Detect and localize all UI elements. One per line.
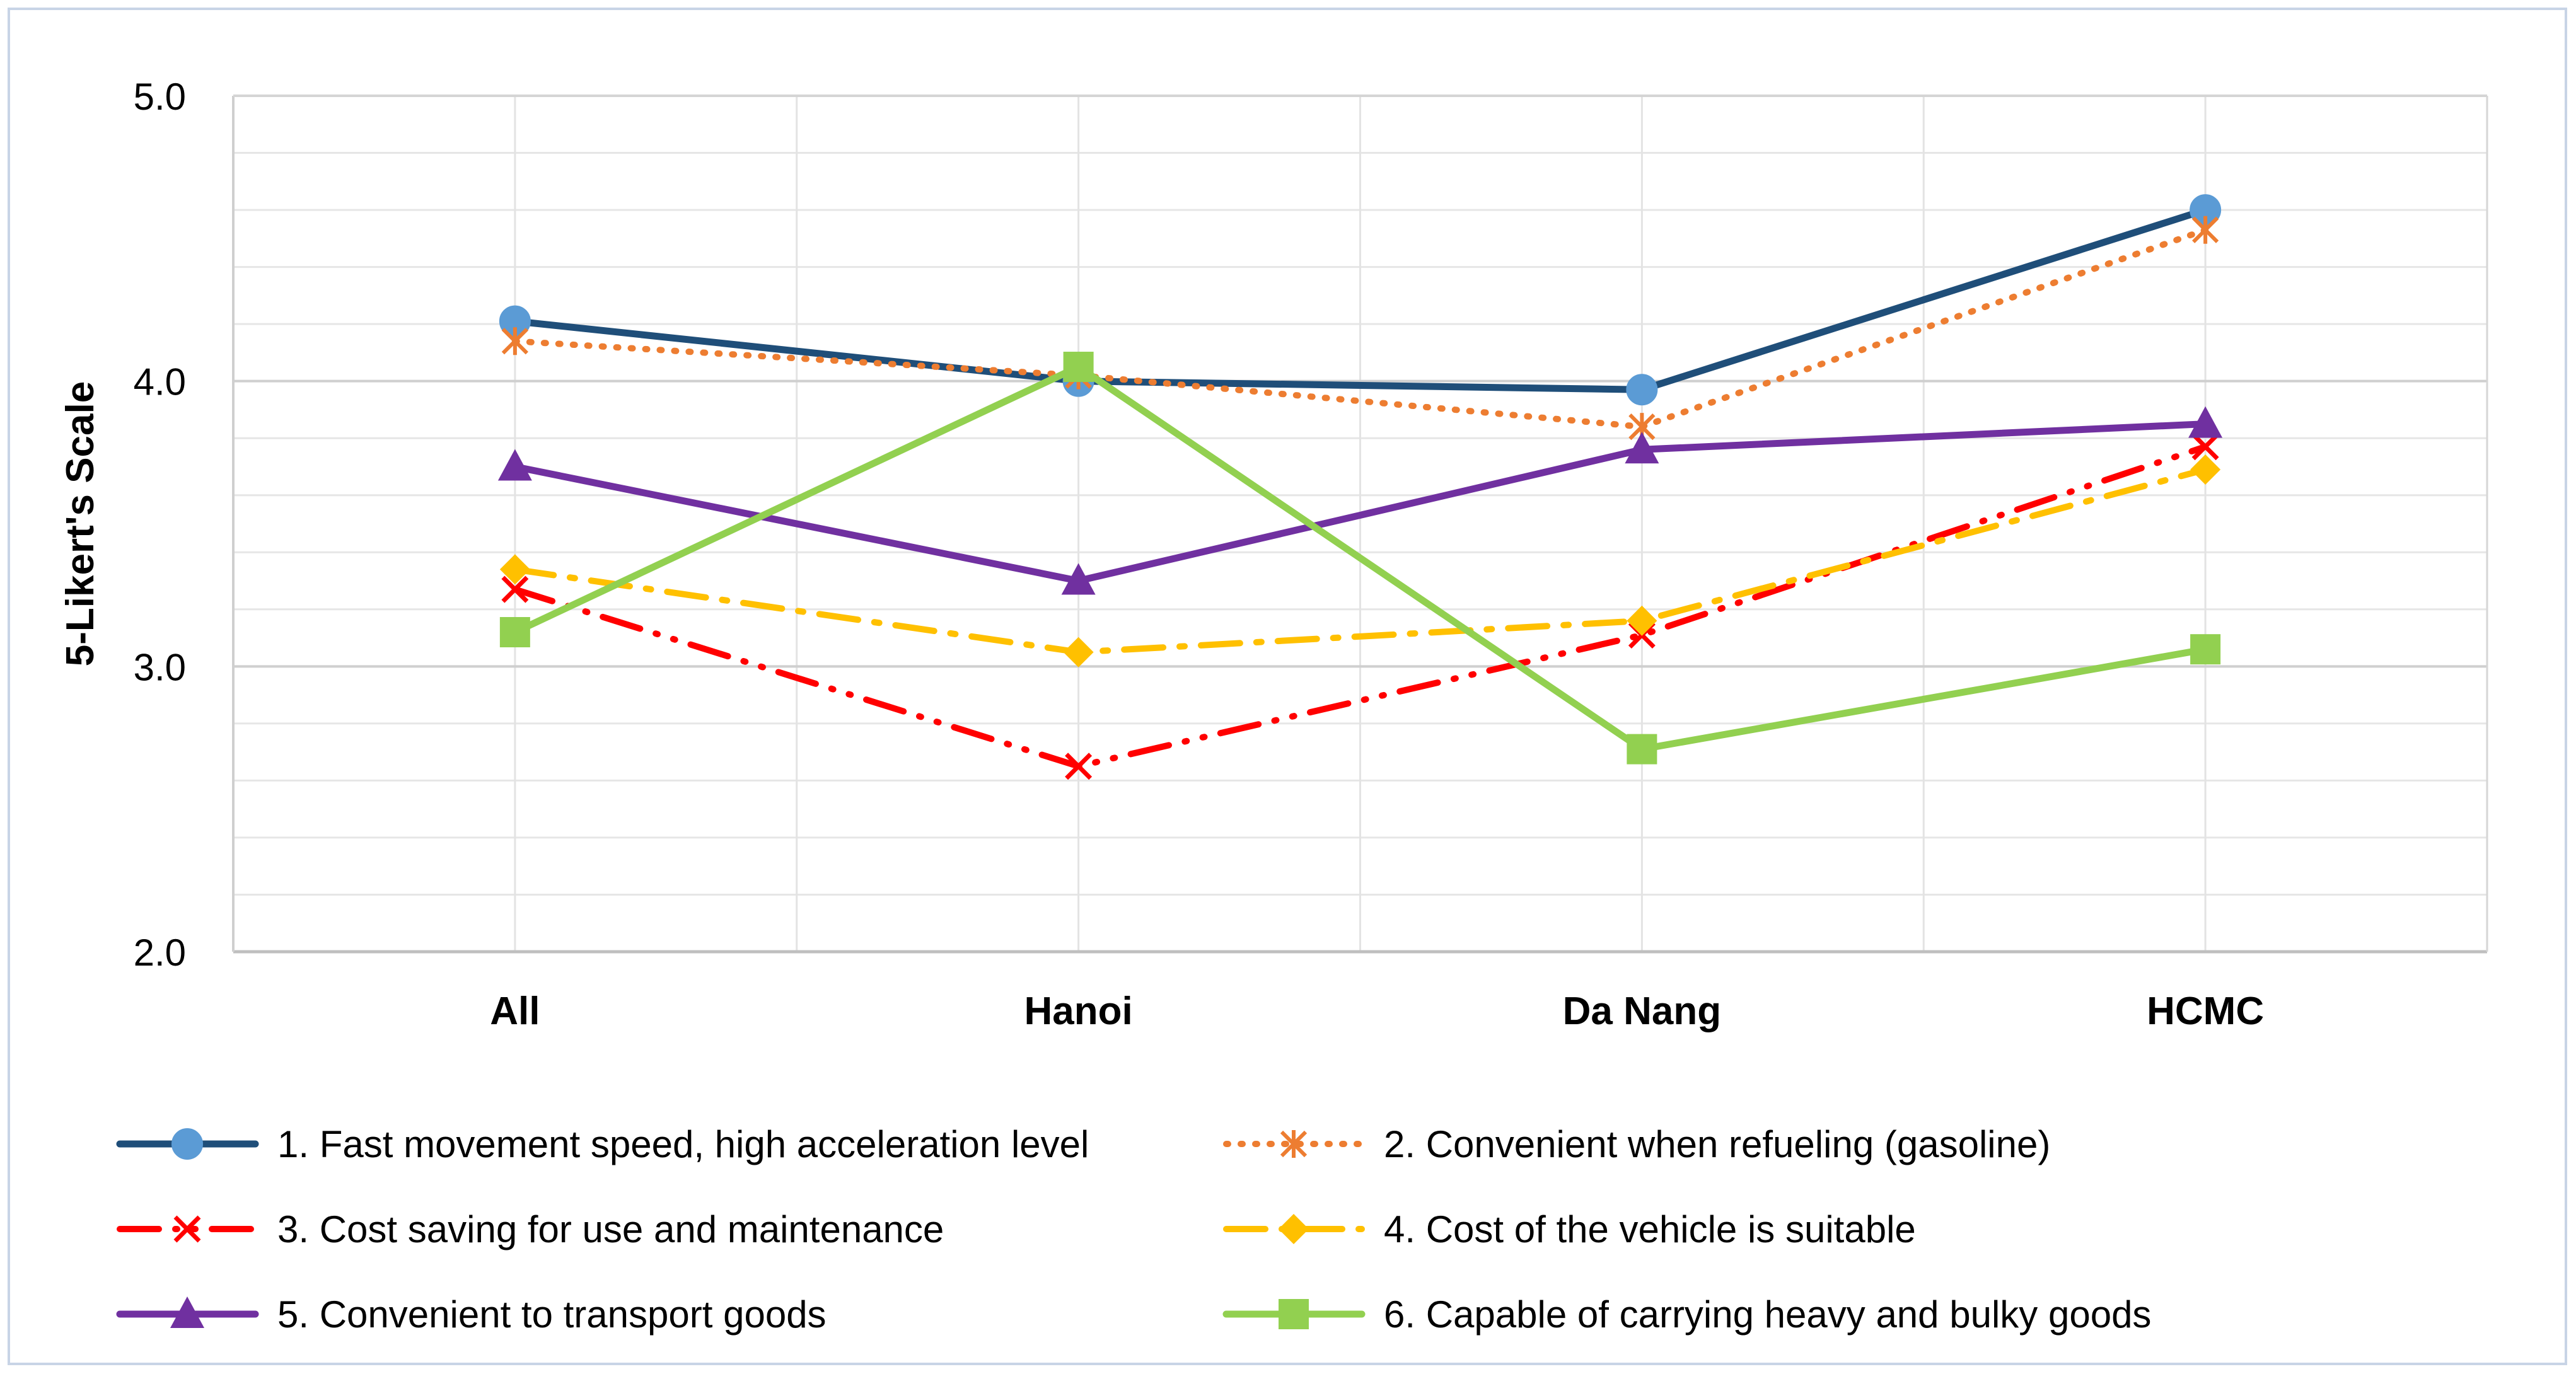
x-tick-label: HCMC	[2147, 990, 2264, 1033]
data-point	[1627, 605, 1657, 636]
data-point	[2191, 433, 2219, 461]
legend-item: 2. Convenient when refueling (gasoline)	[1223, 1123, 2050, 1165]
data-point	[2190, 634, 2221, 665]
y-axis-title: 5-Likert's Scale	[59, 381, 102, 666]
series-6	[499, 352, 2221, 765]
legend-label: 2. Convenient when refueling (gasoline)	[1384, 1123, 2050, 1165]
series-line-cost-saving-for-use-and-maintenance	[511, 443, 2209, 770]
legend-marker	[173, 1215, 201, 1243]
data-point	[497, 449, 532, 481]
y-tick-label: 2.0	[134, 932, 186, 974]
data-point	[2188, 406, 2223, 438]
legend-label: 5. Convenient to transport goods	[277, 1293, 827, 1336]
legend-marker	[1279, 1214, 1309, 1244]
x-tick-label: Da Nang	[1563, 990, 1721, 1033]
data-point	[1626, 374, 1658, 406]
y-tick-label: 4.0	[134, 361, 186, 403]
legend-label: 6. Capable of carrying heavy and bulky g…	[1384, 1293, 2151, 1336]
data-point	[1065, 753, 1093, 780]
legend-marker	[171, 1128, 203, 1160]
data-point	[2190, 454, 2221, 485]
series-line-capable-of-carrying-heavy-and-bulky-goods	[511, 363, 2209, 753]
data-point	[1625, 432, 1659, 464]
series-line-fast-movement-speed-high-acceleration-level	[511, 206, 2209, 393]
data-point	[1061, 563, 1096, 595]
legend-label: 3. Cost saving for use and maintenance	[277, 1208, 944, 1250]
series-line-convenient-to-transport-goods	[511, 420, 2209, 585]
series-4	[499, 454, 2221, 667]
x-tick-label: Hanoi	[1024, 990, 1133, 1033]
y-tick-label: 3.0	[134, 646, 186, 688]
legend-marker	[1279, 1299, 1309, 1329]
grid	[232, 95, 2488, 954]
data-point	[2192, 216, 2219, 244]
legend-marker	[170, 1296, 204, 1328]
legend-item: 4. Cost of the vehicle is suitable	[1223, 1208, 1916, 1250]
data-point	[499, 554, 530, 585]
x-tick-label: All	[490, 990, 540, 1033]
data-point	[501, 327, 528, 355]
series-5	[497, 406, 2223, 595]
legend-item: 6. Capable of carrying heavy and bulky g…	[1222, 1293, 2151, 1336]
y-tick-label: 5.0	[134, 76, 186, 118]
legend-item: 3. Cost saving for use and maintenance	[117, 1208, 944, 1250]
legend-item: 5. Convenient to transport goods	[116, 1293, 827, 1336]
legend-label: 1. Fast movement speed, high acceleratio…	[277, 1123, 1089, 1165]
data-point	[1063, 352, 1094, 383]
data-point	[501, 575, 529, 603]
legend-item: 1. Fast movement speed, high acceleratio…	[116, 1123, 1089, 1165]
legend-marker	[1280, 1130, 1308, 1158]
data-point	[1063, 637, 1094, 667]
legend: 1. Fast movement speed, high acceleratio…	[116, 1123, 2151, 1336]
legend-label: 4. Cost of the vehicle is suitable	[1384, 1208, 1916, 1250]
series-line-cost-of-the-vehicle-is-suitable	[511, 466, 2209, 655]
data-point	[499, 617, 530, 648]
data-point	[1627, 734, 1657, 765]
